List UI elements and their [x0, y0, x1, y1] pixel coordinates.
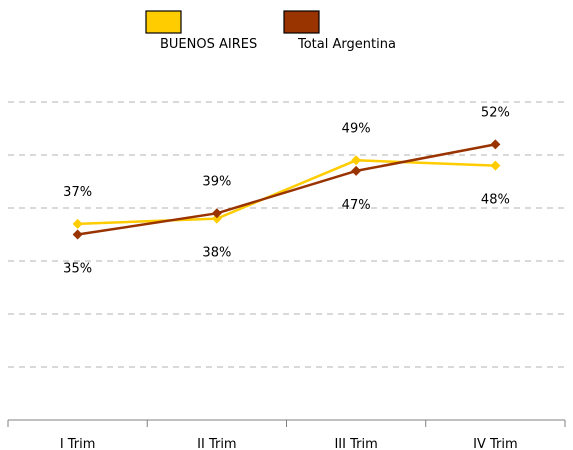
series-layer: [72, 139, 501, 240]
data-point: [72, 229, 83, 240]
gridlines: [8, 101, 565, 368]
series-line: [77, 143, 496, 236]
data-label: 48%: [481, 193, 510, 208]
data-label: 37%: [63, 185, 92, 200]
legend-swatch: [283, 10, 320, 34]
legend-label: BUENOS AIRES: [160, 37, 257, 52]
x-tick-label: IV Trim: [473, 437, 518, 450]
data-point: [351, 155, 362, 166]
x-tick-label: II Trim: [197, 437, 236, 450]
data-label: 47%: [342, 198, 371, 213]
data-point: [351, 165, 362, 176]
legend-swatch: [145, 10, 182, 34]
data-label: 39%: [202, 174, 231, 189]
data-label: 38%: [202, 246, 231, 261]
x-tick-label: III Trim: [334, 437, 377, 450]
data-point: [490, 139, 501, 150]
x-tick-label: I Trim: [60, 437, 96, 450]
legend-label: Total Argentina: [297, 37, 396, 52]
data-point: [211, 213, 222, 224]
x-axis: I Trim II Trim III Trim IV Trim: [7, 419, 566, 450]
data-label: 35%: [63, 262, 92, 277]
data-point: [72, 218, 83, 229]
data-label: 49%: [342, 121, 371, 136]
data-labels: 37% 35% 39% 38% 49% 47% 52% 48%: [63, 105, 510, 276]
legend: BUENOS AIRES Total Argentina: [145, 10, 396, 52]
series-line: [77, 159, 496, 226]
data-label: 52%: [481, 105, 510, 120]
data-point: [211, 208, 222, 219]
data-point: [490, 160, 501, 171]
